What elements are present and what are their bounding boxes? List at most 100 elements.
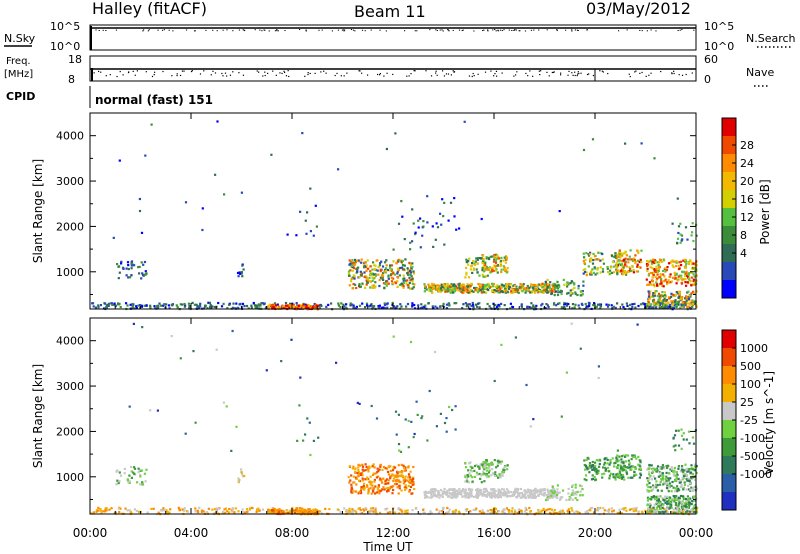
- scatter-point: [557, 291, 560, 294]
- scatter-point: [614, 252, 617, 255]
- scatter-point: [652, 484, 655, 487]
- scatter-point: [666, 495, 669, 498]
- scatter-point: [361, 479, 365, 482]
- scatter-point: [495, 495, 498, 498]
- scatter-point: [658, 265, 661, 268]
- scatter-point: [426, 439, 429, 442]
- scatter-point: [650, 496, 653, 499]
- scatter-point: [659, 504, 662, 507]
- nave-dot: [516, 71, 518, 73]
- scatter-point: [479, 285, 483, 289]
- scatter-point: [657, 269, 660, 272]
- scatter-point: [468, 290, 471, 294]
- scatter-point: [678, 261, 681, 264]
- scatter-point: [430, 284, 433, 287]
- scatter-point: [130, 465, 133, 469]
- x-tick-label: 00:00: [73, 526, 108, 540]
- scatter-point: [443, 285, 446, 288]
- scatter-point: [488, 285, 491, 288]
- scatter-point: [588, 471, 591, 474]
- scatter-point: [371, 268, 374, 271]
- scatter-point: [489, 493, 492, 496]
- scatter-point: [529, 291, 532, 294]
- scatter-point: [497, 510, 500, 513]
- scatter-point: [684, 304, 687, 307]
- scatter-point: [589, 260, 592, 263]
- scatter-point: [475, 463, 478, 466]
- scatter-point: [215, 348, 218, 351]
- scatter-point: [382, 272, 385, 275]
- scatter-point: [625, 509, 628, 512]
- scatter-point: [356, 270, 359, 273]
- scatter-point: [499, 285, 502, 288]
- scatter-point: [482, 466, 485, 469]
- scatter-point: [680, 501, 683, 504]
- colorbar-tick-label: 100: [740, 378, 761, 391]
- scatter-point: [497, 476, 500, 479]
- scatter-point: [498, 460, 501, 463]
- nsky-dot: [497, 30, 500, 32]
- scatter-point: [621, 252, 624, 255]
- scatter-point: [546, 498, 549, 501]
- scatter-point: [525, 512, 528, 515]
- nsky-dot: [343, 29, 345, 31]
- date-title: 03/May/2012: [586, 0, 691, 18]
- scatter-point: [681, 465, 684, 468]
- scatter-point: [571, 492, 574, 495]
- scatter-point: [563, 306, 566, 309]
- nave-dot: [153, 73, 155, 76]
- scatter-point: [624, 257, 627, 260]
- scatter-point: [367, 267, 370, 270]
- nsky-dot: [305, 30, 307, 32]
- scatter-point: [397, 443, 401, 446]
- scatter-point: [354, 283, 357, 286]
- scatter-point: [357, 471, 360, 474]
- scatter-point: [372, 472, 375, 475]
- nsky-tick-top: 10^5: [50, 20, 80, 33]
- scatter-point: [352, 283, 355, 286]
- scatter-point: [409, 269, 412, 272]
- scatter-point: [314, 204, 317, 207]
- nave-dot: [346, 72, 348, 74]
- scatter-point: [184, 201, 188, 204]
- scatter-point: [662, 503, 665, 506]
- scatter-point: [369, 274, 372, 277]
- scatter-point: [647, 272, 651, 275]
- scatter-point: [401, 471, 404, 474]
- scatter-point: [466, 283, 469, 286]
- scatter-point: [400, 260, 403, 263]
- scatter-point: [357, 259, 360, 262]
- scatter-point: [473, 475, 477, 478]
- colorbar-tick-label: 28: [740, 139, 754, 152]
- scatter-point: [682, 488, 685, 491]
- scatter-point: [585, 512, 588, 515]
- scatter-point: [532, 304, 535, 307]
- scatter-point: [670, 490, 673, 493]
- scatter-point: [384, 267, 388, 270]
- scatter-point: [365, 283, 368, 286]
- scatter-point: [676, 511, 680, 514]
- scatter-point: [468, 472, 471, 475]
- scatter-point: [544, 280, 547, 283]
- scatter-point: [306, 510, 309, 513]
- scatter-point: [289, 304, 293, 307]
- scatter-point: [391, 492, 394, 495]
- scatter-point: [679, 470, 682, 473]
- scatter-point: [405, 305, 408, 308]
- power-scatter: [91, 120, 698, 311]
- scatter-point: [543, 283, 546, 286]
- scatter-point: [688, 482, 692, 485]
- scatter-point: [496, 459, 499, 462]
- scatter-point: [647, 290, 650, 293]
- scatter-point: [423, 306, 426, 309]
- scatter-point: [638, 476, 641, 479]
- scatter-point: [548, 493, 551, 496]
- scatter-point: [241, 275, 244, 278]
- scatter-point: [464, 476, 467, 479]
- scatter-point: [620, 263, 623, 266]
- scatter-point: [617, 459, 620, 462]
- scatter-point: [610, 507, 613, 510]
- scatter-point: [505, 507, 508, 510]
- scatter-point: [659, 483, 662, 486]
- nsky-dot: [344, 29, 346, 31]
